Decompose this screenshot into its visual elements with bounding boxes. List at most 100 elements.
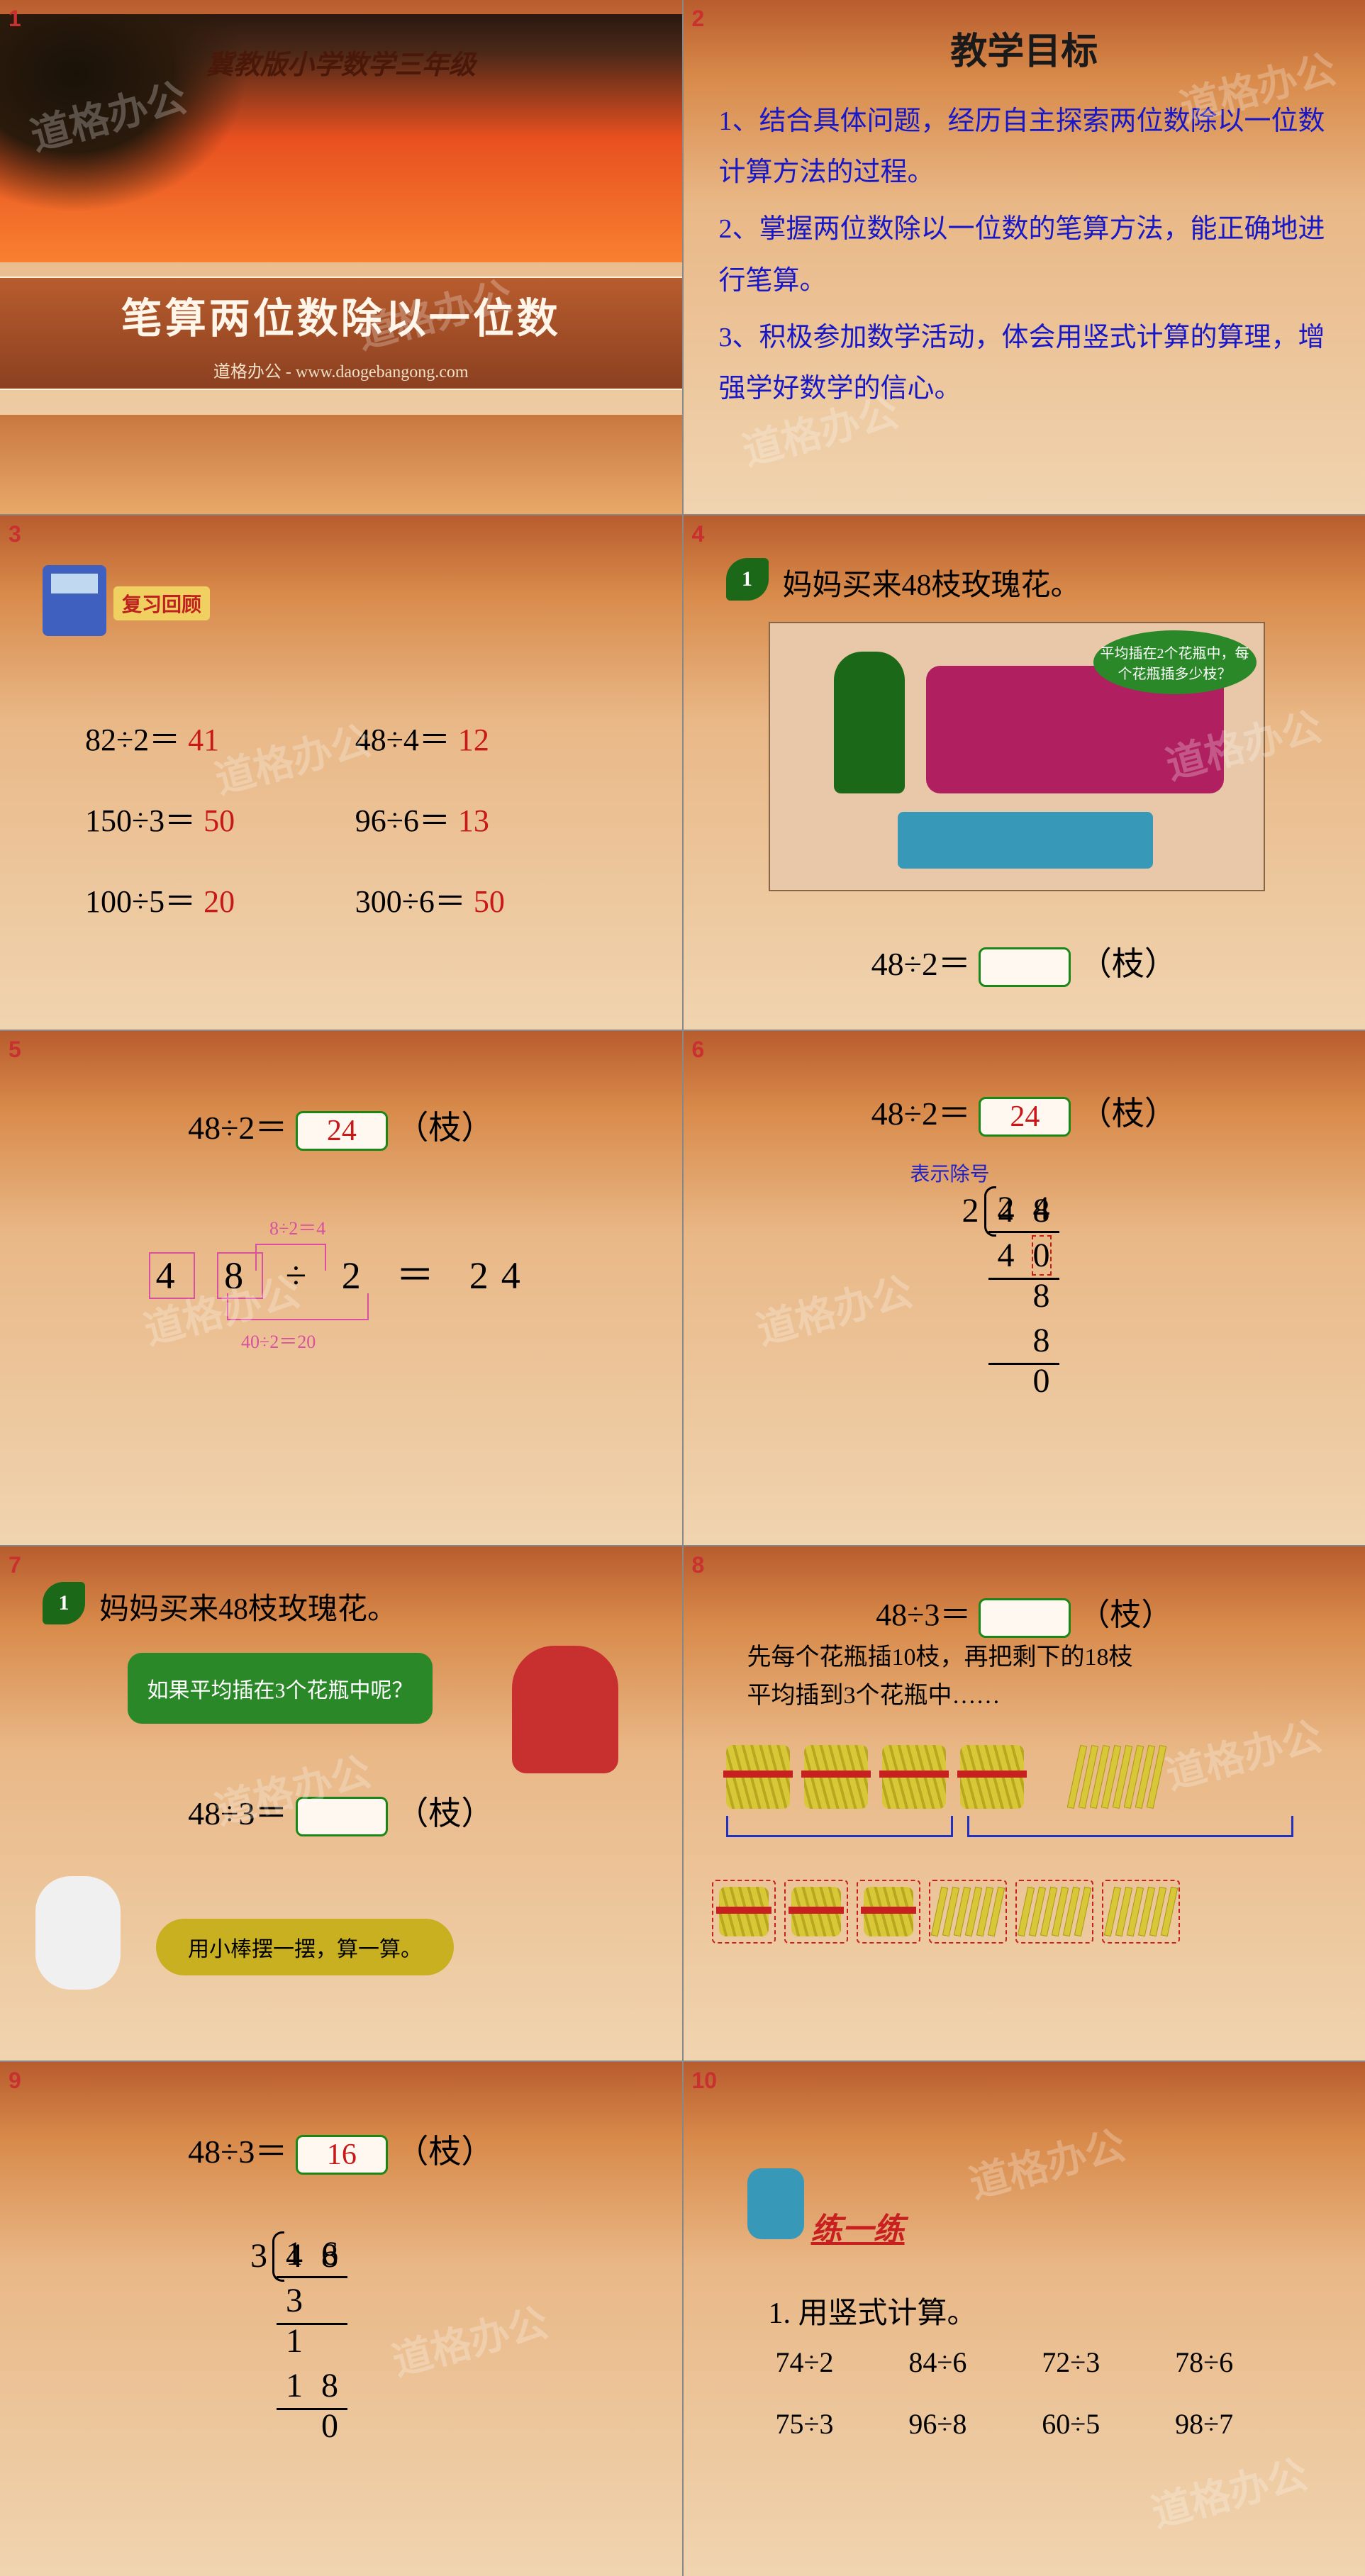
watermark: 道格办公 [385,2290,553,2387]
slide-number: 8 [692,1552,705,1578]
slide-10: 10 练一练 1. 用竖式计算。 74÷2 84÷6 72÷3 78÷6 75÷… [684,2062,1365,2576]
slide-number: 5 [9,1037,21,1063]
calculator-icon [43,565,106,636]
remainder: 0 [1024,1359,1059,1403]
slide-number: 6 [692,1037,705,1063]
practice-item: 72÷3 [1042,2346,1175,2379]
unit: （枝） [396,1110,494,1146]
watermark: 道格办公 [750,1259,918,1356]
speech-bubble-green: 如果平均插在3个花瓶中呢？ [128,1653,433,1724]
loose-sticks [1023,1887,1086,1936]
equation-top: 48÷3＝ （枝） [684,1589,1365,1638]
dividend-digit: 4 [988,1189,1024,1233]
work-digit-highlight: 0 [1032,1235,1052,1276]
result-group [784,1880,848,1944]
slide-5: 5 48÷2＝ 24 （枝） 8÷2＝4 4 8 ÷ 2 ＝ 24 40÷2＝2… [0,1031,682,1545]
girl-graphic [512,1646,618,1773]
equation: 100÷5＝ 20 [85,876,327,921]
work-digit: 8 [312,2364,347,2408]
equation: 48÷4＝ 12 [355,714,597,759]
dividend-digit: 8 [312,2234,347,2278]
main-expression: 4 8 ÷ 2 ＝ 24 [149,1254,533,1297]
eq-answer: 41 [188,723,219,757]
stick-bundle [791,1887,841,1936]
work-digit: 4 [988,1234,1024,1278]
equation-top: 48÷2＝ 24 （枝） [684,1088,1365,1137]
stick-bundle [804,1745,868,1809]
question-prompt: 1. 用竖式计算。 [769,2289,977,2332]
objective-item: 3、积极参加数学活动，体会用竖式计算的算理，增强学好数学的信心。 [719,312,1330,414]
work-digit: 3 [277,2279,312,2323]
long-division: 16 348 3 1 18 0 [241,2232,347,2448]
eq-lhs: 82÷2＝ [85,723,180,757]
text-line: 平均插到3个花瓶中…… [747,1677,1302,1715]
eq-lhs: 48÷3＝ [188,2134,287,2170]
work-digit: 8 [1024,1274,1059,1318]
equation: 82÷2＝ 41 [85,714,327,759]
eq-lhs: 48÷2＝ [871,946,971,982]
work-digit: 1 [277,2319,312,2363]
slide-3: 3 复习回顾 82÷2＝ 41 48÷4＝ 12 150÷3＝ 50 96÷6＝… [0,515,682,1030]
rabbit-graphic [35,1876,121,1990]
slide-grid: 1 冀教版小学数学三年级 笔算两位数除以一位数 道格办公 - www.daoge… [0,0,1365,2576]
problem-title: 妈妈买来48枝玫瑰花。 [783,561,1081,604]
slide-4: 4 1 妈妈买来48枝玫瑰花。 平均插在2个花瓶中，每个花瓶插多少枝？ 48÷2… [684,515,1365,1030]
practice-item: 96÷8 [908,2407,1042,2441]
unit: （枝） [396,1795,494,1831]
annotation-top: 8÷2＝4 [269,1214,325,1240]
watermark: 道格办公 [1144,2442,1313,2538]
equation-grid: 82÷2＝ 41 48÷4＝ 12 150÷3＝ 50 96÷6＝ 13 100… [85,714,597,921]
slide-number: 10 [692,2068,718,2094]
text-line: 先每个花瓶插10枝，再把剩下的18枝 [747,1639,1302,1677]
unit: （枝） [396,2134,494,2170]
work-digit [277,2404,312,2448]
answer-box [979,947,1071,987]
slide-number: 2 [692,6,705,32]
annotation-bottom: 40÷2＝20 [241,1327,316,1354]
subtitle: 冀教版小学数学三年级 [0,43,682,82]
problem-title: 妈妈买来48枝玫瑰花。 [99,1585,397,1628]
eq-answer: 12 [458,723,489,757]
table-graphic [898,812,1153,869]
bundle-row-top [726,1745,1160,1809]
long-division: 24 248 40 8 8 0 [953,1187,1059,1403]
objective-item: 2、掌握两位数除以一位数的笔算方法，能正确地进行笔算。 [719,203,1330,306]
eq-lhs: 96÷6＝ [355,803,450,838]
eq-answer: 13 [458,803,489,838]
eq-lhs: 48÷3＝ [188,1795,287,1831]
objective-item: 1、结合具体问题，经历自主探索两位数除以一位数计算方法的过程。 [719,96,1330,198]
title-band: 笔算两位数除以一位数 道格办公 - www.daogebangong.com [0,277,682,390]
eq-answer: 50 [204,803,235,838]
work-digit [312,2319,347,2363]
bundle-row-bottom [712,1880,1180,1944]
person-graphic [834,652,905,793]
unit: （枝） [1079,1598,1172,1632]
equation: 300÷6＝ 50 [355,876,597,921]
stick-bundle [719,1887,769,1936]
slide-6: 6 48÷2＝ 24 （枝） 表示除号 24 248 40 8 8 0 道格办公 [684,1031,1365,1545]
watermark: 道格办公 [962,2113,1130,2209]
main-title: 笔算两位数除以一位数 [121,285,561,345]
practice-item: 74÷2 [776,2346,909,2379]
result-group [1102,1880,1180,1944]
objectives-title: 教学目标 [719,21,1330,74]
speech-bubble-yellow: 用小棒摆一摆，算一算。 [156,1919,454,1975]
eq-lhs: 150÷3＝ [85,803,196,838]
explanation-text: 先每个花瓶插10枝，再把剩下的18枝 平均插到3个花瓶中…… [747,1639,1302,1716]
loose-sticks [936,1887,1000,1936]
dividend-digit: 8 [1024,1189,1059,1233]
slide-7: 7 1 妈妈买来48枝玫瑰花。 如果平均插在3个花瓶中呢？ 48÷3＝ （枝） … [0,1546,682,2061]
equation: 150÷3＝ 50 [85,795,327,840]
answer-box [296,1797,388,1836]
slide-8: 8 48÷3＝ （枝） 先每个花瓶插10枝，再把剩下的18枝 平均插到3个花瓶中… [684,1546,1365,2061]
answer-box: 24 [979,1097,1071,1137]
boxed-4: 4 [149,1252,195,1299]
speech-bubble: 平均插在2个花瓶中，每个花瓶插多少枝？ [1093,630,1257,694]
practice-item: 84÷6 [908,2346,1042,2379]
answer-box: 16 [296,2135,388,2175]
sunset-backdrop: 冀教版小学数学三年级 [0,14,682,262]
leaf-badge: 1 [726,558,769,601]
loose-sticks [1074,1745,1160,1809]
review-label: 复习回顾 [113,586,210,620]
stick-bundle [960,1745,1024,1809]
